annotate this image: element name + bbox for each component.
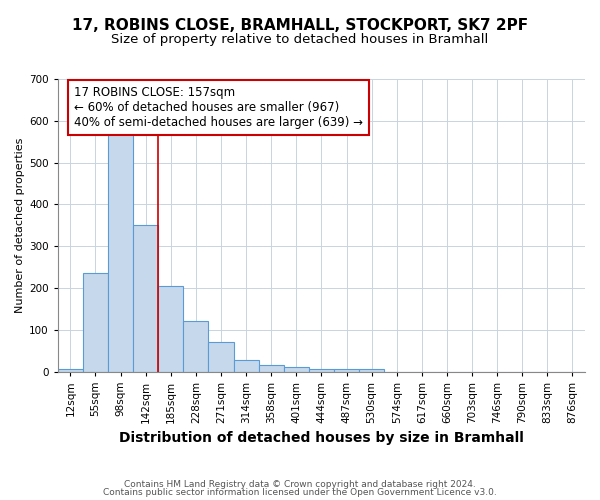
Bar: [208, 342, 233, 372]
Bar: [359, 370, 384, 372]
Bar: [108, 127, 133, 372]
Text: Size of property relative to detached houses in Bramhall: Size of property relative to detached ho…: [112, 32, 488, 46]
Bar: [58, 370, 83, 372]
Bar: [83, 274, 108, 372]
Bar: [334, 370, 359, 372]
Text: Contains public sector information licensed under the Open Government Licence v3: Contains public sector information licen…: [103, 488, 497, 497]
Text: 17 ROBINS CLOSE: 157sqm
← 60% of detached houses are smaller (967)
40% of semi-d: 17 ROBINS CLOSE: 157sqm ← 60% of detache…: [74, 86, 362, 130]
Bar: [233, 360, 259, 372]
Bar: [309, 370, 334, 372]
Text: Contains HM Land Registry data © Crown copyright and database right 2024.: Contains HM Land Registry data © Crown c…: [124, 480, 476, 489]
X-axis label: Distribution of detached houses by size in Bramhall: Distribution of detached houses by size …: [119, 431, 524, 445]
Bar: [259, 365, 284, 372]
Bar: [184, 322, 208, 372]
Bar: [284, 368, 309, 372]
Bar: [158, 286, 184, 372]
Text: 17, ROBINS CLOSE, BRAMHALL, STOCKPORT, SK7 2PF: 17, ROBINS CLOSE, BRAMHALL, STOCKPORT, S…: [72, 18, 528, 32]
Bar: [133, 226, 158, 372]
Y-axis label: Number of detached properties: Number of detached properties: [15, 138, 25, 313]
